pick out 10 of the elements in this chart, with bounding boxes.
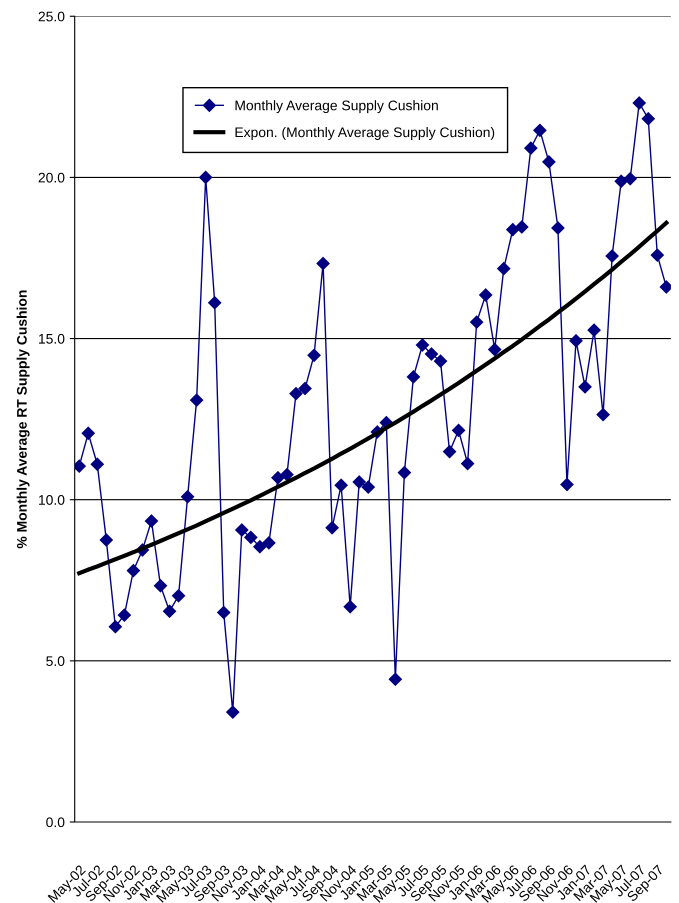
y-tick-label: 5.0 [46, 656, 64, 666]
line-series [77, 220, 668, 576]
y-tick-label: 15.0 [39, 334, 64, 344]
y-tick-label: 25.0 [38, 12, 64, 22]
legend-label: Monthly Average Supply Cushion [236, 100, 438, 114]
legend-label: Expon. (Monthly Average Supply Cushion) [236, 126, 494, 140]
y-axis-title: % Monthly Average RT Supply Cushion [16, 290, 30, 548]
y-tick-label: 0.0 [46, 817, 64, 828]
y-tick-label: 10.0 [39, 495, 64, 505]
y-tick-label: 20.0 [38, 172, 64, 183]
